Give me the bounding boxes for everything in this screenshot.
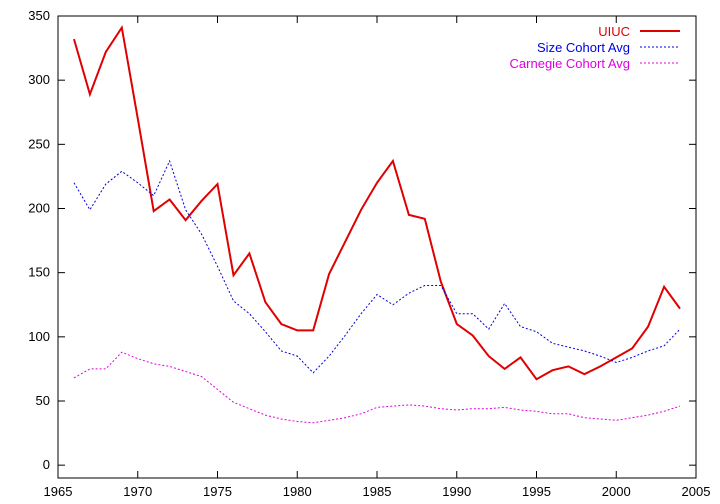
series-line-size-cohort-avg	[73, 159, 681, 374]
x-tick-label: 2000	[602, 484, 631, 499]
plot-frame	[57, 15, 697, 479]
y-tick-label: 50	[36, 393, 50, 408]
x-tick-label: 1970	[123, 484, 152, 499]
x-tick-label: 1975	[203, 484, 232, 499]
x-tick-label: 1990	[442, 484, 471, 499]
legend-label: Size Cohort Avg	[537, 40, 630, 55]
x-tick-label: 1965	[44, 484, 73, 499]
series-layer	[73, 24, 681, 424]
series-line-uiuc	[73, 24, 681, 381]
y-tick-label: 300	[28, 72, 50, 87]
legend-label: Carnegie Cohort Avg	[510, 56, 630, 71]
y-tick-label: 250	[28, 136, 50, 151]
axis-ticks: 0 50 100 150 200 250 300 350 1965 1970 1975 1980 198…	[28, 8, 710, 499]
x-tick-label: 1985	[363, 484, 392, 499]
x-tick-label: 2005	[682, 484, 711, 499]
y-tick-label: 0	[43, 457, 50, 472]
x-tick-label: 1980	[283, 484, 312, 499]
y-tick-label: 100	[28, 329, 50, 344]
series-line-carnegie-cohort-avg	[73, 351, 681, 424]
y-tick-label: 200	[28, 201, 50, 216]
y-tick-label: 350	[28, 8, 50, 23]
y-tick-label: 150	[28, 265, 50, 280]
legend-label: UIUC	[598, 24, 630, 39]
x-tick-label: 1995	[522, 484, 551, 499]
